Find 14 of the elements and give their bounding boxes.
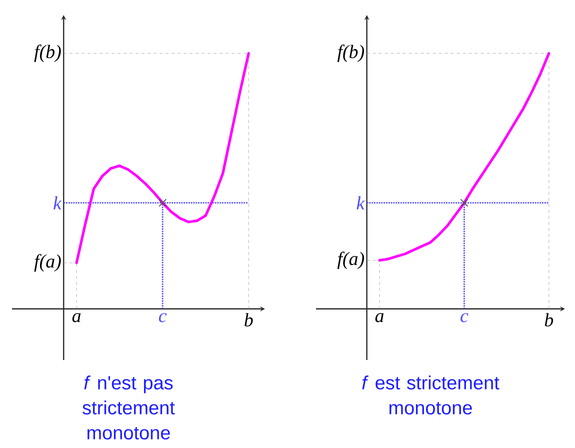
ref-line-label: f(b) <box>34 44 61 62</box>
ref-line-label: f(a) <box>34 254 61 272</box>
x-tick-label: c <box>158 313 167 322</box>
ref-line-label: k <box>54 196 62 210</box>
text: f n'est pas strictement monotone <box>82 376 175 440</box>
x-tick-label: b <box>544 313 554 326</box>
text: f est strictement monotone <box>362 376 500 414</box>
x-tick-label: c <box>460 313 468 322</box>
x-tick-label: a <box>72 313 81 322</box>
ref-line-label: k <box>356 196 365 210</box>
ref-line-label: f(a) <box>337 252 364 270</box>
x-tick-label: b <box>244 313 253 326</box>
ref-line-label: f(b) <box>337 44 364 62</box>
x-tick-label: a <box>375 313 384 322</box>
